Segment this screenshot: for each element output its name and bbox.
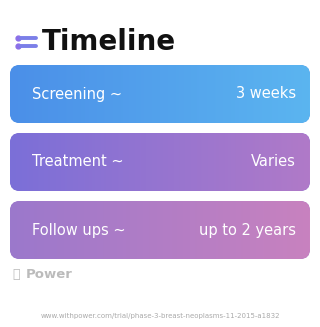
Text: Power: Power bbox=[26, 268, 73, 282]
FancyBboxPatch shape bbox=[10, 201, 310, 259]
Text: up to 2 years: up to 2 years bbox=[199, 222, 296, 237]
Text: Varies: Varies bbox=[251, 154, 296, 169]
FancyBboxPatch shape bbox=[10, 133, 310, 191]
Text: 3 weeks: 3 weeks bbox=[236, 87, 296, 101]
Text: ␧: ␧ bbox=[12, 268, 20, 282]
Text: Timeline: Timeline bbox=[42, 28, 176, 56]
FancyBboxPatch shape bbox=[10, 65, 310, 123]
Text: Treatment ~: Treatment ~ bbox=[32, 154, 124, 169]
Text: www.withpower.com/trial/phase-3-breast-neoplasms-11-2015-a1832: www.withpower.com/trial/phase-3-breast-n… bbox=[40, 313, 280, 319]
Text: Screening ~: Screening ~ bbox=[32, 87, 122, 101]
Text: Follow ups ~: Follow ups ~ bbox=[32, 222, 126, 237]
